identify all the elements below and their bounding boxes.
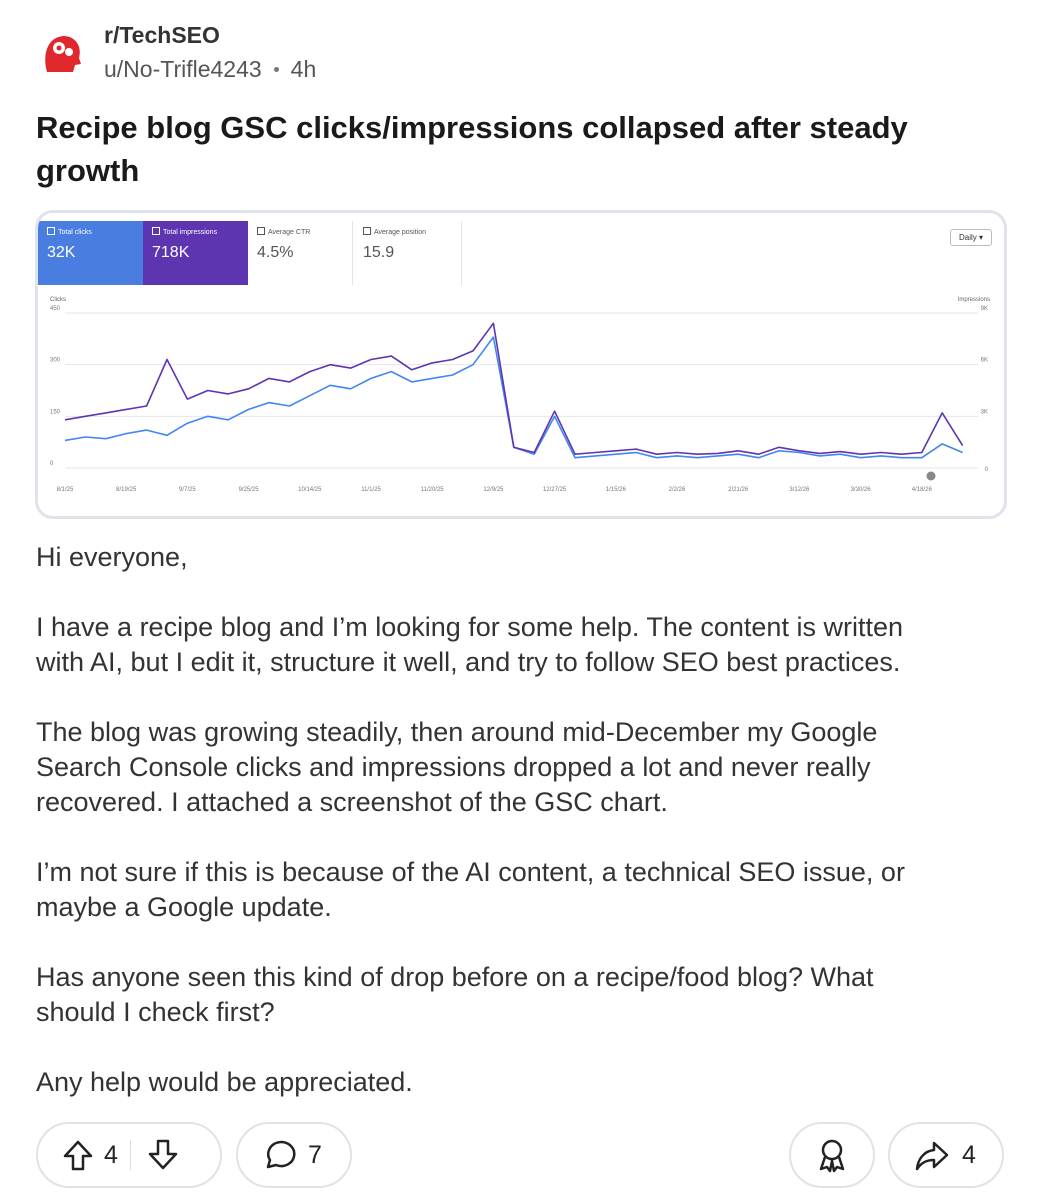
comment-icon [266,1140,296,1169]
text-line: Has anyone seen this kind of drop before… [36,962,874,992]
x-tick-label: 8/1/25 [57,487,74,493]
y-tick-label: 0 [50,461,54,467]
subreddit-name[interactable]: r/TechSEO [104,22,220,48]
y-tick-label: 300 [50,358,61,364]
annotation-marker [926,471,936,481]
award-button[interactable] [789,1122,875,1188]
metric-label: Total clicks [58,229,92,236]
share-icon [915,1141,949,1171]
metric-value: 4.5% [257,244,294,261]
paragraph: I’m not sure if this is because of the A… [36,855,905,925]
x-tick-label: 3/12/26 [789,487,810,493]
y2-tick-label: 3K [981,409,988,415]
comments-button[interactable]: 7 [236,1122,352,1188]
interval-label: Daily [958,233,977,242]
comment-count: 7 [308,1140,322,1169]
upvote-icon[interactable] [58,1137,98,1173]
text-line: I have a recipe blog and I’m looking for… [36,612,903,642]
share-count: 4 [962,1140,976,1169]
x-tick-label: 12/9/25 [483,487,504,493]
x-tick-label: 8/19/25 [116,487,137,493]
y2-tick-label: 9K [981,306,988,312]
text-line: with AI, but I edit it, structure it wel… [36,647,901,677]
share-button[interactable]: 4 [888,1122,1004,1188]
checkbox [257,227,265,235]
metric-label: Total impressions [163,229,218,236]
text-line: Any help would be appreciated. [36,1067,413,1097]
series-line [64,336,963,459]
post-time: 4h [290,56,317,82]
metric-tile: Total clicks 32K [38,221,143,285]
checkbox [363,227,371,235]
metric-tile: Total impressions 718K [143,221,248,285]
y2-tick-label: 0 [985,467,989,473]
x-tick-label: 2/2/26 [669,487,686,493]
series-line [64,322,964,455]
y-tick-label: 150 [50,409,61,415]
avatar-icon [37,28,87,78]
divider [129,1140,131,1170]
post-title: Recipe blog GSC clicks/impressions colla… [36,106,908,192]
x-tick-label: 2/21/26 [728,487,749,493]
author[interactable]: u/No-Trifle4243 [104,56,262,82]
x-tick-label: 12/27/25 [543,487,567,493]
y2-tick-label: 6K [981,358,988,364]
metric-tile: Average position 15.9 [354,221,462,285]
y2-axis-title: Impressions [958,297,990,303]
post-meta: u/No-Trifle4243 4h [104,56,316,83]
subreddit-avatar[interactable] [37,28,87,78]
text-line: should I check first? [36,997,275,1027]
metric-tile: Average CTR 4.5% [248,221,353,285]
text-line: The blog was growing steadily, then arou… [36,717,878,747]
metric-label: Average CTR [268,229,311,236]
x-tick-label: 4/18/26 [912,487,933,493]
chart: Clicks Impressions 0 150 300 450 0 3K 6K 9K 8/1/25… [50,297,990,493]
vote-count: 4 [104,1140,118,1169]
y-tick-label: 450 [50,306,61,312]
paragraph: Any help would be appreciated. [36,1065,905,1100]
y-axis-title: Clicks [50,297,66,303]
vote-bar: 4 [36,1122,222,1188]
text-line: recovered. I attached a screenshot of th… [36,787,668,817]
text-line: Search Console clicks and impressions dr… [36,752,871,782]
checkbox [47,227,55,235]
paragraph: The blog was growing steadily, then arou… [36,715,905,820]
title-line: growth [36,153,140,188]
metric-label: Average position [374,229,427,236]
x-tick-label: 3/30/26 [851,487,872,493]
x-tick-label: 10/14/25 [298,487,322,493]
text-line: Hi everyone, [36,542,188,572]
interval-dropdown: Daily ▾ [949,229,992,246]
x-tick-label: 9/7/25 [179,487,196,493]
checkbox [152,227,160,235]
post-body: Hi everyone, I have a recipe blog and I’m… [36,540,905,1135]
downvote-icon[interactable] [143,1137,183,1173]
x-tick-label: 11/1/25 [361,487,381,493]
x-tick-label: 1/15/26 [606,487,627,493]
metric-value: 15.9 [363,244,395,261]
chart-image: Total clicks 32K Total impressions 718K Av… [35,210,1007,519]
title-line: Recipe blog GSC clicks/impressions colla… [36,110,908,145]
x-tick-label: 11/20/25 [421,487,445,493]
paragraph: Has anyone seen this kind of drop before… [36,960,905,1030]
metric-value: 718K [152,244,190,261]
award-icon [819,1139,845,1173]
text-line: maybe a Google update. [36,892,332,922]
paragraph: Hi everyone, [36,540,905,575]
metric-value: 32K [47,244,76,261]
separator-dot [273,67,279,72]
x-tick-label: 9/25/25 [239,487,260,493]
text-line: I’m not sure if this is because of the A… [36,857,905,887]
paragraph: I have a recipe blog and I’m looking for… [36,610,905,680]
